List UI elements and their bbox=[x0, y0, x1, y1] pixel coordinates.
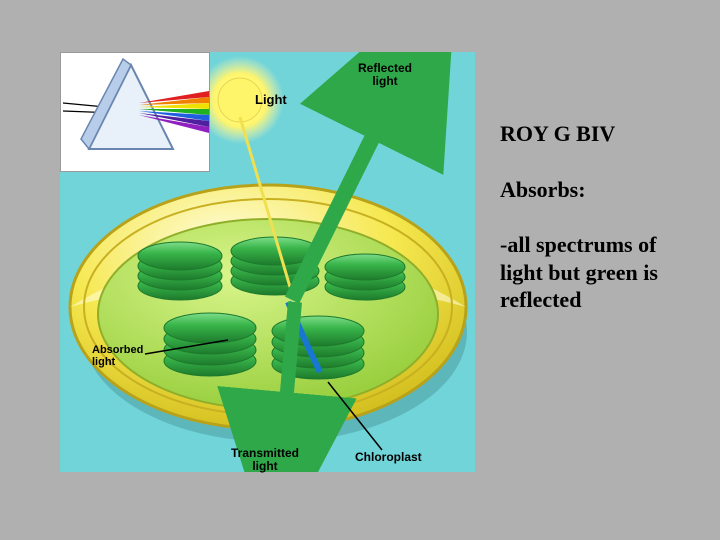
chloroplast-diagram: Light Reflected light Absorbed light Tra… bbox=[60, 52, 475, 472]
absorbs-label: Absorbs: bbox=[500, 176, 700, 204]
label-reflected: Reflected light bbox=[350, 62, 420, 88]
label-light: Light bbox=[255, 92, 287, 107]
prism-inset bbox=[60, 52, 210, 172]
description-text: -all spectrums of light but green is ref… bbox=[500, 231, 700, 314]
label-absorbed: Absorbed light bbox=[92, 344, 152, 368]
label-transmitted: Transmitted light bbox=[220, 447, 310, 473]
label-chloroplast: Chloroplast bbox=[355, 450, 422, 464]
title-text: ROY G BIV bbox=[500, 120, 700, 148]
text-panel: ROY G BIV Absorbs: -all spectrums of lig… bbox=[500, 120, 700, 342]
